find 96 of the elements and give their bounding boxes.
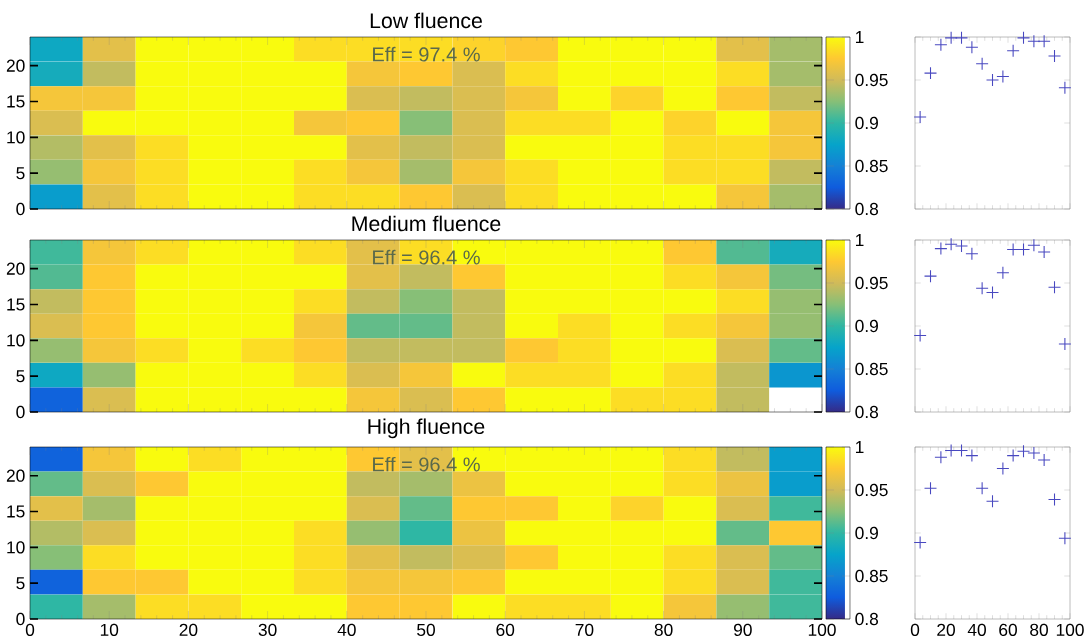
- point: [996, 70, 1010, 84]
- chart-title: Medium fluence: [352, 215, 501, 232]
- x-tick-label: 30: [258, 623, 277, 636]
- point: [1037, 245, 1051, 259]
- point: [1047, 280, 1062, 294]
- x-tick-label: 10: [100, 623, 119, 636]
- y-tick-label: 20: [6, 59, 25, 72]
- point: [934, 242, 948, 256]
- y-tick-label: 10: [7, 334, 25, 347]
- point: [934, 450, 948, 464]
- point: [1006, 449, 1020, 463]
- annotation: Eff = 96.4 %: [373, 456, 480, 472]
- x-tick-label: 100: [1056, 623, 1084, 636]
- point: [913, 535, 927, 550]
- point: [1006, 242, 1020, 256]
- point: [1027, 238, 1041, 252]
- x-tick-label: 50: [417, 623, 435, 636]
- color-bar-label: 0.95: [855, 483, 888, 497]
- point: [944, 31, 958, 45]
- point: [985, 73, 1000, 87]
- color-bar-label: 1: [856, 31, 864, 43]
- x-tick-label: 100: [808, 623, 836, 636]
- point: [1016, 31, 1031, 45]
- color-bar-label: 0.9: [855, 116, 878, 130]
- y-tick-label: 0: [16, 612, 25, 626]
- point: [923, 66, 938, 80]
- y-tick-label: 20: [6, 469, 25, 482]
- point: [965, 247, 979, 261]
- point: [913, 110, 927, 124]
- point: [965, 449, 979, 463]
- annotation: Eff = 97.4 %: [373, 46, 480, 62]
- color-bar-label: 0.85: [855, 569, 888, 583]
- point: [913, 328, 927, 343]
- x-tick-label: 20: [179, 623, 198, 636]
- point: [1037, 34, 1051, 48]
- color-bar-label: 1: [856, 234, 864, 246]
- y-tick-label: 5: [16, 167, 25, 180]
- y-tick-label: 0: [16, 202, 25, 216]
- color-bar-label: 0.95: [855, 276, 888, 290]
- point: [954, 31, 969, 45]
- x-tick-label: 0: [910, 623, 920, 636]
- point: [944, 443, 958, 457]
- point: [985, 494, 1000, 508]
- color-bar-label: 0.8: [855, 405, 879, 419]
- x-tick-label: 20: [937, 623, 955, 636]
- color-bar-label: 0.9: [855, 319, 878, 333]
- color-bar-label: 0.8: [855, 612, 879, 626]
- point: [996, 266, 1010, 280]
- y-tick-label: 10: [7, 541, 25, 554]
- point: [944, 237, 958, 251]
- point: [1037, 453, 1051, 467]
- point: [1058, 531, 1072, 545]
- point: [1047, 492, 1062, 507]
- x-tick-label: 0: [25, 623, 35, 636]
- color-bar-label: 0.85: [855, 159, 888, 173]
- x-tick-label: 40: [967, 623, 986, 636]
- x-tick-label: 80: [654, 623, 673, 636]
- x-tick-label: 80: [1030, 623, 1048, 636]
- y-tick-label: 0: [16, 405, 25, 419]
- y-tick-label: 15: [7, 95, 25, 108]
- color-bar-label: 1: [856, 441, 864, 453]
- point: [1058, 81, 1072, 95]
- chart-title: High fluence: [368, 418, 485, 439]
- y-tick-label: 15: [7, 505, 25, 518]
- point: [954, 239, 969, 253]
- y-tick-label: 10: [7, 131, 25, 144]
- point: [1027, 34, 1041, 48]
- y-tick-label: 5: [16, 370, 25, 383]
- x-tick-label: 70: [575, 623, 594, 636]
- point: [975, 57, 989, 71]
- point: [985, 285, 1000, 299]
- annotation: Eff = 96.4 %: [373, 249, 480, 265]
- color-bar-label: 0.85: [855, 362, 888, 376]
- point: [1016, 444, 1031, 458]
- color-bar-label: 0.9: [855, 526, 878, 540]
- point: [975, 281, 989, 295]
- x-tick-label: 60: [999, 623, 1017, 636]
- color-bar-label: 0.8: [855, 202, 879, 216]
- point: [1047, 49, 1062, 63]
- point: [965, 40, 979, 54]
- point: [1027, 446, 1041, 460]
- y-tick-label: 15: [7, 298, 25, 311]
- y-tick-label: 5: [16, 577, 25, 590]
- x-tick-label: 60: [496, 623, 515, 636]
- point: [934, 38, 948, 52]
- y-tick-label: 20: [6, 262, 25, 275]
- chart-title: Low fluence: [370, 12, 482, 29]
- x-tick-label: 90: [733, 623, 752, 636]
- point: [923, 481, 938, 495]
- point: [1058, 337, 1072, 351]
- point: [975, 481, 989, 495]
- point: [1006, 44, 1020, 58]
- point: [923, 269, 938, 283]
- point: [996, 461, 1010, 476]
- x-tick-label: 40: [337, 623, 356, 636]
- color-bar-label: 0.95: [855, 73, 888, 87]
